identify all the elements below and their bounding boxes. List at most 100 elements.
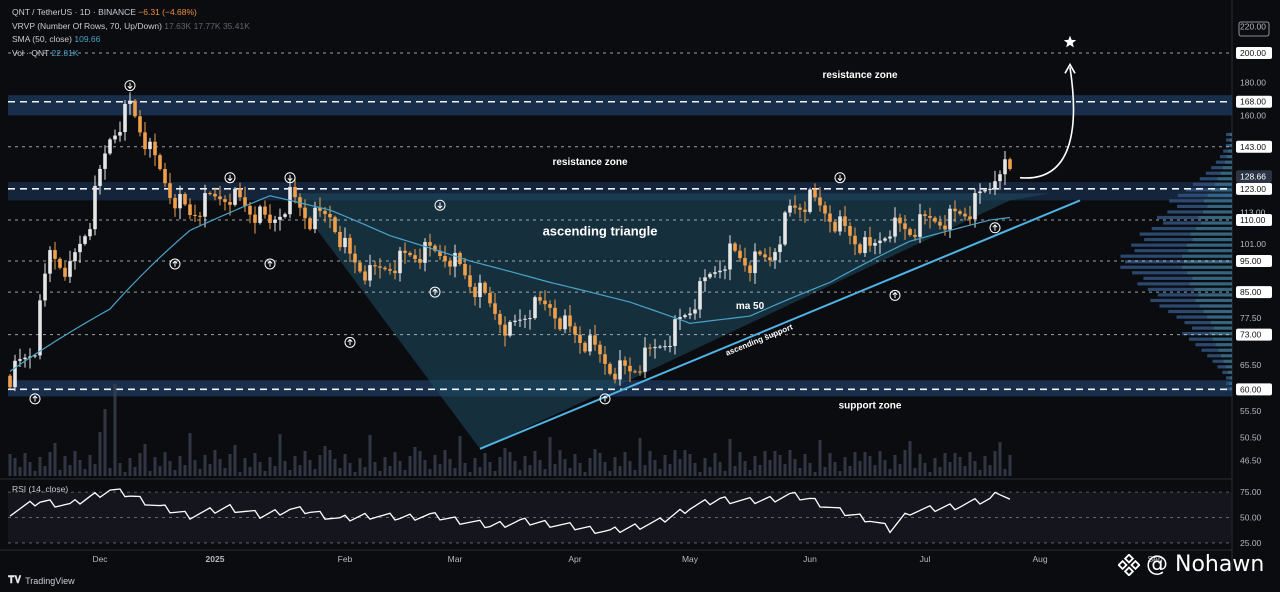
candle-body (953, 208, 957, 212)
candle-body (78, 243, 82, 253)
candle-body (433, 245, 437, 251)
candle-body (708, 273, 712, 278)
candle-body (753, 251, 757, 274)
price-axis-highlight (1236, 286, 1272, 299)
volume-profile-bar-down (1220, 354, 1232, 358)
candle (573, 322, 577, 344)
candle-body (853, 235, 857, 245)
volume-profile-bar-up (1120, 254, 1182, 258)
ascending-triangle-area (290, 193, 1050, 449)
candle-body (873, 243, 877, 246)
candle-body (603, 354, 607, 364)
candle-body (523, 318, 527, 320)
candle-body (723, 269, 727, 271)
tradingview-brand[interactable]: 𝐓𝐕 TradingView (8, 575, 75, 586)
candle (558, 316, 562, 331)
volume-bar (268, 457, 272, 476)
candle-body (573, 326, 577, 335)
candle (533, 295, 537, 320)
volume-bar (398, 461, 402, 476)
volume-bar (783, 464, 787, 476)
volume-bar (48, 452, 52, 476)
volume-bar (133, 467, 137, 476)
volume-bar (478, 467, 482, 476)
candle-body (868, 237, 872, 246)
candle (823, 201, 827, 223)
legend-vrvp-row[interactable]: VRVP (Number Of Rows, 70, Up/Down) 17.63… (12, 20, 250, 34)
volume-bar (683, 450, 687, 476)
volume-bar (798, 468, 802, 476)
candle-body (843, 216, 847, 226)
candle (733, 241, 737, 253)
candle (528, 309, 532, 330)
volume-profile-bar-down (1214, 326, 1232, 330)
sma-value: 109.66 (74, 34, 101, 44)
target-star-icon (1063, 35, 1077, 48)
watermark-text: @ Nohawn (1146, 552, 1265, 577)
candle-body (88, 229, 92, 237)
candle-body (373, 265, 377, 267)
candle-body (463, 264, 467, 276)
volume-bar (838, 471, 842, 476)
volume-bar (993, 451, 997, 476)
legend-vol-row[interactable]: Vol · QNT 22.81K (12, 47, 250, 61)
volume-bar (528, 465, 532, 476)
candle-body (53, 250, 57, 259)
volume-bar (248, 467, 252, 476)
price-axis-highlight (1236, 383, 1272, 396)
candle (728, 235, 732, 281)
candle (483, 281, 487, 295)
candle (663, 340, 667, 351)
candle-body (993, 181, 997, 189)
volume-bar (543, 469, 547, 476)
volume-bar (703, 458, 707, 476)
volume-bar (148, 471, 152, 476)
candle (443, 245, 447, 268)
candle (1008, 157, 1012, 171)
volume-bars (8, 384, 1012, 476)
volume-bar (563, 459, 567, 476)
price-axis-tick-label: 180.00 (1240, 77, 1266, 87)
legend-symbol-row[interactable]: QNT / TetherUS · 1D · BINANCE −6.31 (−4.… (12, 6, 250, 20)
candle (633, 369, 637, 374)
volume-profile-bar-up (1125, 260, 1184, 264)
candle (843, 205, 847, 233)
candle (323, 207, 327, 223)
candle (498, 309, 502, 334)
volume-bar (228, 454, 232, 476)
candle (478, 274, 482, 308)
candle-body (478, 282, 482, 298)
candle-body (353, 253, 357, 263)
candle-body (593, 335, 597, 345)
volume-profile-bar-up (1195, 343, 1216, 347)
candle (213, 187, 217, 201)
volume-profile-bar-up (1132, 271, 1188, 275)
volume-bar (643, 465, 647, 476)
candle-body (203, 193, 207, 217)
volume-bar (958, 457, 962, 476)
candle (138, 110, 142, 137)
candle-body (528, 318, 532, 320)
candle (218, 186, 222, 206)
candle-body (828, 213, 832, 222)
candle-body (218, 196, 222, 200)
volume-profile-bar-down (1229, 132, 1232, 137)
candle (108, 137, 112, 156)
volume-bar (728, 439, 732, 476)
candle (158, 153, 162, 171)
candle (873, 239, 877, 255)
candle-body (903, 223, 907, 230)
candle (508, 320, 512, 338)
candle-body (813, 189, 817, 198)
legend-sma-row[interactable]: SMA (50, close) 109.66 (12, 33, 250, 47)
candle-body (638, 371, 642, 373)
volume-bar (758, 465, 762, 476)
candle-body (243, 197, 247, 206)
candle (683, 313, 687, 319)
rsi-title[interactable]: RSI (14, close) (12, 484, 69, 494)
volume-bar (308, 460, 312, 476)
volume-profile-bar-down (1214, 182, 1232, 186)
volume-profile-bar-down (1229, 143, 1232, 148)
volume-bar (858, 461, 862, 476)
